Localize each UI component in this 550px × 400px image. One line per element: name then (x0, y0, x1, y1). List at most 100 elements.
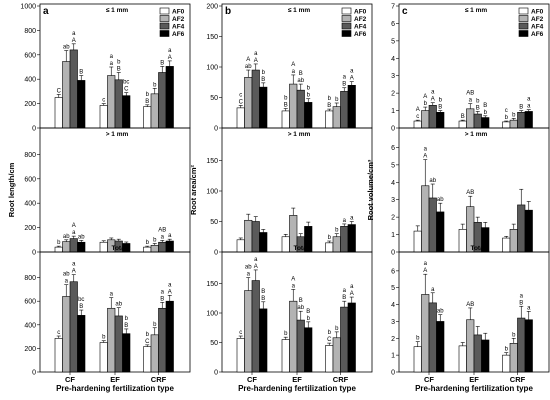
y-tick-label: 2 (391, 91, 395, 98)
significance-letter: B (327, 103, 331, 109)
bar (244, 290, 253, 373)
bar (114, 79, 123, 129)
bar (289, 300, 298, 373)
significance-letter: B (284, 102, 288, 108)
significance-letter-upper: a (431, 90, 435, 96)
significance-letter: B (124, 323, 128, 329)
bar (524, 319, 533, 373)
bar (296, 89, 305, 129)
significance-letter: a (350, 216, 354, 222)
legend-label: AF4 (172, 24, 185, 31)
bar (281, 110, 290, 129)
row-title: Total (470, 245, 485, 252)
x-tick-label: CRF (151, 375, 167, 384)
significance-letter: c (416, 114, 419, 120)
significance-letter: C (145, 339, 150, 345)
significance-letter: B (342, 82, 346, 88)
legend-label: AF0 (354, 9, 367, 16)
y-tick-label: 5 (391, 38, 395, 45)
significance-letter: B (160, 60, 164, 66)
significance-letter: B (476, 105, 480, 111)
significance-letter: AB (466, 302, 474, 308)
bar (244, 219, 253, 253)
significance-letter-upper: B (483, 103, 487, 109)
x-tick-label: CF (424, 375, 434, 384)
y-tick-label: 150 (206, 158, 218, 165)
significance-letter: a (65, 279, 69, 285)
bar (428, 105, 437, 129)
bar (481, 117, 490, 129)
bar (54, 246, 63, 253)
bar (458, 229, 467, 253)
bar (413, 230, 422, 253)
significance-letter: b (335, 228, 339, 234)
significance-letter: C (124, 87, 129, 93)
y-tick-label: 50 (210, 95, 218, 102)
significance-letter-upper: a (424, 261, 428, 267)
significance-letter-upper: A (423, 94, 427, 100)
bar (259, 232, 268, 253)
bar (165, 300, 174, 373)
bar (325, 242, 334, 253)
y-tick-label: 4 (391, 180, 395, 187)
legend-label: AF6 (354, 31, 367, 38)
bar (340, 306, 349, 373)
y-tick-label: 4 (391, 302, 395, 309)
y-tick-label: 6 (391, 145, 395, 152)
significance-letter-upper: b (307, 86, 311, 92)
y-tick-label: 2 (391, 336, 395, 343)
bar (114, 315, 123, 373)
row-title: > 1 mm (465, 131, 488, 138)
significance-letter: A (254, 58, 258, 64)
bar (244, 77, 253, 129)
significance-letter-upper: a (72, 262, 76, 268)
significance-letter-upper: c (505, 108, 508, 114)
legend-swatch (341, 7, 352, 15)
y-tick-label: 7 (391, 4, 395, 11)
significance-letter-upper: bc (123, 80, 129, 86)
y-tick-label: 5 (391, 285, 395, 292)
bar (236, 239, 245, 253)
bar (421, 185, 430, 253)
bar (281, 339, 290, 373)
significance-letter: b (153, 237, 157, 243)
y-axis-label: Root length/cm (7, 162, 16, 217)
bar (122, 95, 131, 129)
bar (165, 66, 174, 129)
y-tick-label: 3 (391, 197, 395, 204)
y-tick-label: 600 (24, 176, 36, 183)
bar (509, 119, 518, 129)
significance-letter: b (512, 112, 516, 118)
significance-letter-upper: AB (158, 227, 166, 233)
significance-letter: B (519, 105, 523, 111)
significance-letter: b (505, 347, 509, 353)
panel-letter: a (43, 6, 49, 17)
bar (69, 49, 78, 129)
significance-letter-upper: B (261, 289, 265, 295)
significance-letter: B (261, 296, 265, 302)
bar (332, 106, 341, 129)
significance-letter: ab (297, 305, 304, 311)
y-tick-label: 50 (210, 340, 218, 347)
bar (517, 112, 526, 129)
significance-letter: b (328, 235, 332, 241)
significance-letter-upper: b (476, 98, 480, 104)
significance-letter: b (416, 336, 420, 342)
y-tick-label: 0 (214, 250, 218, 257)
bar (325, 345, 334, 373)
significance-letter-upper: b (328, 96, 332, 102)
significance-letter-upper: B (306, 309, 310, 315)
significance-letter-upper: b (146, 92, 150, 98)
significance-letter: A (72, 38, 76, 44)
bar (466, 108, 475, 129)
x-tick-label: CF (247, 375, 257, 384)
significance-letter-upper: A (291, 276, 295, 282)
y-tick-label: 200 (24, 346, 36, 353)
bar (99, 105, 108, 129)
legend-swatch (341, 15, 352, 22)
significance-letter: c (102, 98, 105, 104)
significance-letter-upper: b (117, 59, 121, 65)
bar (62, 296, 71, 373)
